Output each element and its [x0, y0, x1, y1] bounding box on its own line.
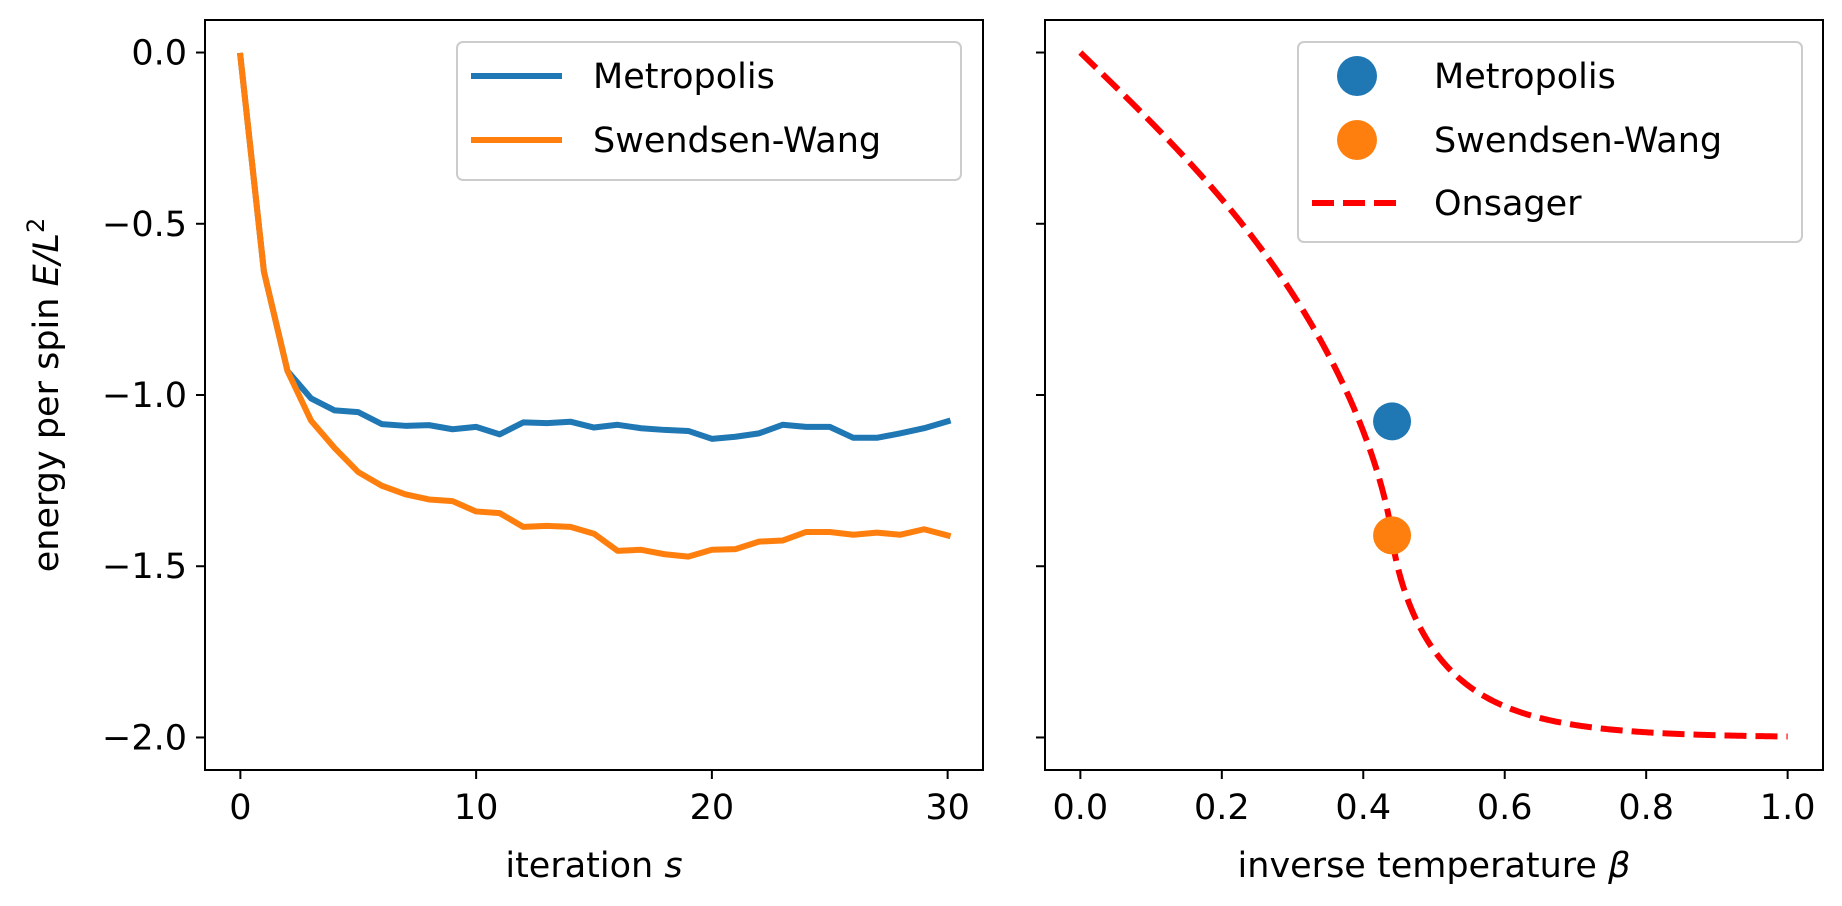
- x-tick-label: 0.6: [1477, 788, 1533, 828]
- right-y-ticks: [1036, 51, 1045, 739]
- left-legend: Metropolis Swendsen-Wang: [456, 41, 962, 181]
- x-tick-label: 0.4: [1335, 788, 1391, 828]
- x-tick-label: 30: [925, 788, 970, 828]
- x-tick-label: 10: [454, 788, 499, 828]
- legend-label-swendsen-wang: Swendsen-Wang: [593, 121, 881, 161]
- legend-label-onsager: Onsager: [1434, 184, 1582, 224]
- x-tick-label: 20: [690, 788, 735, 828]
- left-x-ticks: 0 10 20 30: [229, 770, 970, 828]
- x-tick-label: 0.8: [1618, 788, 1674, 828]
- data-point-swendsen-wang: [1373, 516, 1412, 555]
- y-tick-label: −1.0: [102, 376, 187, 416]
- right-x-axis-label: inverse temperature β: [1238, 846, 1631, 886]
- y-tick-label: −1.5: [102, 547, 187, 587]
- legend-marker-swendsen-wang: [1337, 120, 1377, 160]
- x-tick-label: 0.2: [1194, 788, 1250, 828]
- y-tick-label: −2.0: [102, 718, 187, 758]
- legend-label-metropolis: Metropolis: [593, 57, 775, 97]
- legend-marker-metropolis: [1337, 56, 1377, 96]
- legend-label-metropolis: Metropolis: [1434, 57, 1616, 97]
- right-legend: Metropolis Swendsen-Wang Onsager: [1297, 41, 1803, 243]
- x-tick-label: 0: [229, 788, 251, 828]
- left-legend-box: [456, 41, 962, 181]
- series-line-onsager: [1078, 50, 1788, 740]
- right-x-ticks: 0.0 0.2 0.4 0.6 0.8 1.0: [1053, 770, 1816, 828]
- right-chart-panel: 0.0 0.2 0.4 0.6 0.8 1.0 inverse temperature β…: [1036, 19, 1824, 886]
- legend-label-swendsen-wang: Swendsen-Wang: [1434, 121, 1722, 161]
- series-line-metropolis: [237, 52, 952, 442]
- right-plot-area: [1078, 50, 1788, 740]
- x-tick-label: 1.0: [1760, 788, 1816, 828]
- y-tick-label: 0.0: [131, 34, 187, 74]
- y-tick-label: −0.5: [102, 205, 187, 245]
- left-x-axis-label: iteration s: [505, 846, 682, 886]
- left-chart-panel: 0 10 20 30 0.0−0.5−1.0−1.5−2.0 iteration s …: [22, 19, 984, 886]
- data-point-metropolis: [1373, 402, 1412, 441]
- right-legend-box: [1297, 41, 1803, 243]
- y-axis-label: energy per spin E/L2: [22, 218, 67, 573]
- series-line-swendsen-wang: [237, 52, 952, 560]
- left-plot-area: [237, 52, 952, 560]
- left-y-ticks: 0.0 −0.5 −1.0 −1.5 −2.0: [102, 34, 205, 758]
- x-tick-label: 0.0: [1053, 788, 1109, 828]
